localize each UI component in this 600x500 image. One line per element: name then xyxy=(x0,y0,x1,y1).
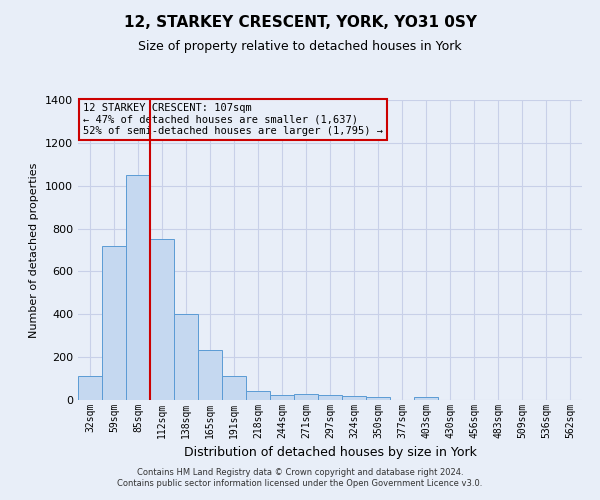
Bar xyxy=(126,175,150,400)
Bar xyxy=(174,314,198,400)
Bar xyxy=(318,394,342,400)
Bar xyxy=(414,397,438,400)
Text: Size of property relative to detached houses in York: Size of property relative to detached ho… xyxy=(138,40,462,53)
Text: 12, STARKEY CRESCENT, YORK, YO31 0SY: 12, STARKEY CRESCENT, YORK, YO31 0SY xyxy=(124,15,476,30)
Bar xyxy=(342,396,366,400)
X-axis label: Distribution of detached houses by size in York: Distribution of detached houses by size … xyxy=(184,446,476,460)
Bar xyxy=(198,350,222,400)
Y-axis label: Number of detached properties: Number of detached properties xyxy=(29,162,40,338)
Bar xyxy=(102,246,126,400)
Bar xyxy=(366,398,390,400)
Bar xyxy=(222,376,246,400)
Bar xyxy=(246,391,270,400)
Bar xyxy=(294,394,318,400)
Bar xyxy=(270,396,294,400)
Text: 12 STARKEY CRESCENT: 107sqm
← 47% of detached houses are smaller (1,637)
52% of : 12 STARKEY CRESCENT: 107sqm ← 47% of det… xyxy=(83,103,383,136)
Bar xyxy=(150,240,174,400)
Bar xyxy=(78,376,102,400)
Text: Contains HM Land Registry data © Crown copyright and database right 2024.
Contai: Contains HM Land Registry data © Crown c… xyxy=(118,468,482,487)
